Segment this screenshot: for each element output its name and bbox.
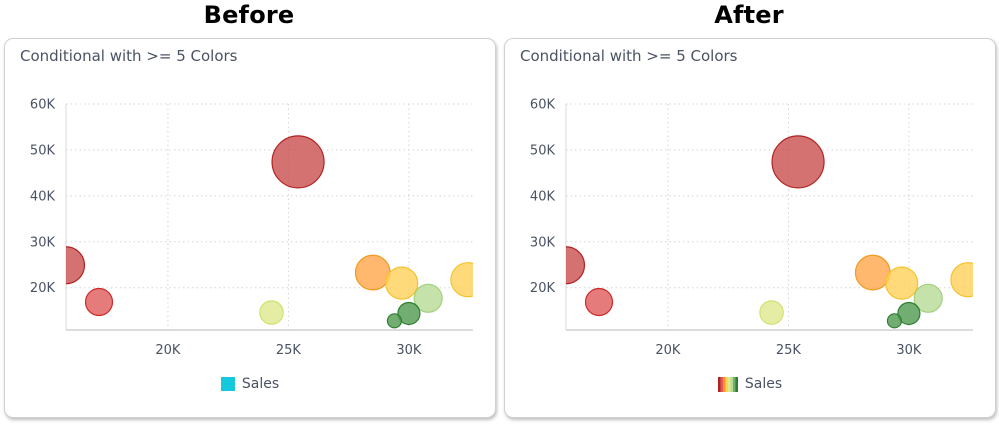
y-tick-label: 30K [530, 235, 556, 250]
bubble-point[interactable] [759, 300, 784, 325]
bubble-point[interactable] [854, 254, 891, 291]
legend[interactable]: Sales [505, 376, 995, 392]
y-tick-label: 60K [30, 98, 56, 113]
bubble-series [48, 135, 485, 329]
y-tick-label: 20K [530, 281, 556, 296]
bubble-point[interactable] [450, 262, 485, 298]
bubble-point[interactable] [259, 300, 284, 325]
y-tick-label: 20K [30, 281, 56, 296]
chart-title: Conditional with >= 5 Colors [20, 47, 238, 65]
legend-gradient-swatch-icon [717, 376, 738, 392]
x-tick-label: 30K [396, 343, 422, 358]
x-tick-label: 30K [896, 343, 922, 358]
bubble-point[interactable] [385, 266, 419, 300]
bubble-series [548, 135, 985, 329]
y-tick-label: 30K [30, 235, 56, 250]
bubble-point[interactable] [397, 301, 421, 326]
bubble-point[interactable] [913, 283, 943, 313]
bubble-point[interactable] [271, 135, 325, 189]
bubble-point[interactable] [897, 301, 921, 326]
bubble-point[interactable] [950, 262, 985, 298]
legend-label: Sales [744, 376, 783, 392]
bubble-point[interactable] [84, 287, 114, 317]
x-tick-label: 25K [776, 343, 802, 358]
before-heading: Before [203, 1, 295, 29]
chart-card-after: Conditional with >= 5 Colors 20K 30K 40K 50… [504, 38, 996, 418]
legend[interactable]: Sales [5, 376, 495, 392]
bubble-point[interactable] [548, 246, 586, 285]
bubble-chart: 20K 30K 40K 50K 60K 20K 25K 30K [530, 98, 985, 358]
bubble-point[interactable] [413, 283, 443, 313]
y-tick-label: 60K [530, 98, 556, 113]
y-tick-label: 40K [30, 189, 56, 204]
bubble-point[interactable] [354, 254, 391, 291]
legend-label: Sales [241, 376, 280, 392]
x-tick-label: 25K [276, 343, 302, 358]
after-heading: After [714, 1, 784, 29]
chart-title: Conditional with >= 5 Colors [520, 47, 738, 65]
legend-swatch-icon [220, 377, 235, 391]
x-tick-label: 20K [155, 343, 181, 358]
x-tick-label: 20K [655, 343, 681, 358]
bubble-point[interactable] [48, 246, 86, 285]
bubble-point[interactable] [771, 135, 825, 189]
bubble-point[interactable] [886, 313, 903, 329]
bubble-chart: 20K 30K 40K 50K 60K 20K 25K 30K [30, 98, 485, 358]
y-tick-label: 50K [530, 143, 556, 158]
chart-card-before: Conditional with >= 5 Colors 20K 30K 40K 50… [4, 38, 496, 418]
bubble-point[interactable] [386, 313, 403, 329]
bubble-point[interactable] [584, 287, 614, 317]
bubble-point[interactable] [885, 266, 919, 300]
y-tick-label: 40K [530, 189, 556, 204]
y-tick-label: 50K [30, 143, 56, 158]
